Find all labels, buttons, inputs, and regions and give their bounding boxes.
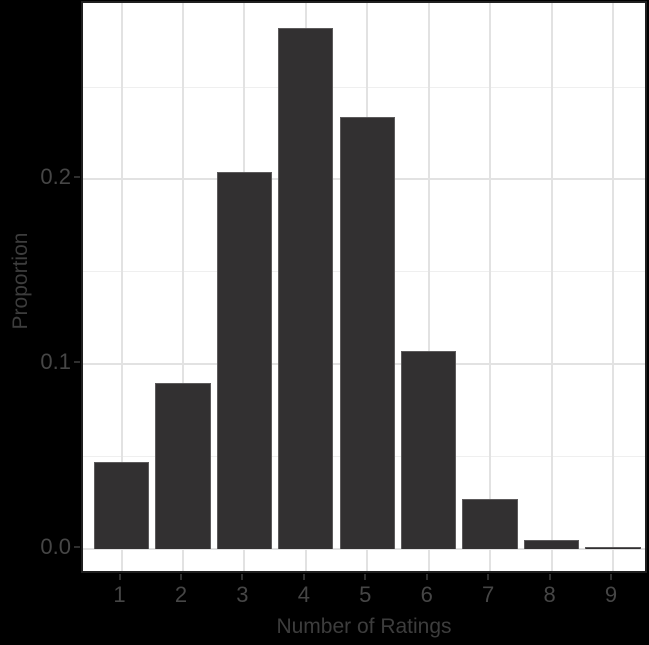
bar-9 (585, 547, 641, 549)
gridline-x-1 (120, 3, 123, 571)
bar-8 (523, 539, 580, 549)
gridline-x-2 (181, 3, 184, 571)
x-axis-title: Number of Ratings (276, 615, 452, 638)
gridline-x-6 (427, 3, 430, 571)
y-axis-title: Proportion (9, 232, 32, 330)
x-tick-label-6: 6 (420, 582, 433, 607)
y-tick-label-0.2: 0.2 (40, 164, 71, 190)
plot-panel (81, 1, 647, 573)
x-tick-label-8: 8 (543, 582, 556, 607)
x-tick-mark-5 (364, 574, 367, 580)
x-tick-label-9: 9 (604, 582, 618, 607)
y-tick-label-0: 0.0 (40, 534, 71, 559)
y-tick-mark-0.2 (74, 176, 80, 179)
x-tick-label-2: 2 (174, 582, 188, 607)
y-tick-mark-0 (74, 546, 80, 548)
gridline-x-9 (612, 3, 615, 571)
x-tick-mark-2 (179, 574, 182, 580)
gridline-major-y-0 (83, 548, 645, 550)
x-tick-mark-3 (241, 574, 244, 580)
gridline-x-8 (550, 3, 553, 571)
x-tick-label-4: 4 (297, 582, 310, 607)
x-tick-label-3: 3 (236, 582, 249, 607)
y-tick-label-0.1: 0.1 (40, 349, 71, 375)
x-tick-mark-7 (487, 574, 490, 580)
x-tick-mark-4 (302, 574, 305, 580)
bar-4 (278, 27, 334, 549)
x-tick-label-1: 1 (113, 582, 126, 607)
bar-3 (216, 172, 273, 549)
bar-7 (462, 499, 518, 549)
x-tick-mark-9 (610, 574, 613, 580)
bar-5 (339, 116, 395, 549)
bar-6 (401, 351, 457, 549)
y-tick-mark-0.1 (74, 361, 80, 364)
x-tick-mark-1 (118, 574, 121, 580)
x-tick-mark-6 (425, 574, 428, 580)
bar-2 (155, 382, 211, 549)
x-tick-label-5: 5 (359, 582, 372, 607)
gridline-x-7 (489, 3, 492, 571)
bar-1 (93, 462, 150, 549)
x-tick-label-7: 7 (482, 582, 495, 607)
gridline-minor-y-0.25 (83, 86, 645, 88)
x-tick-mark-8 (548, 574, 551, 580)
